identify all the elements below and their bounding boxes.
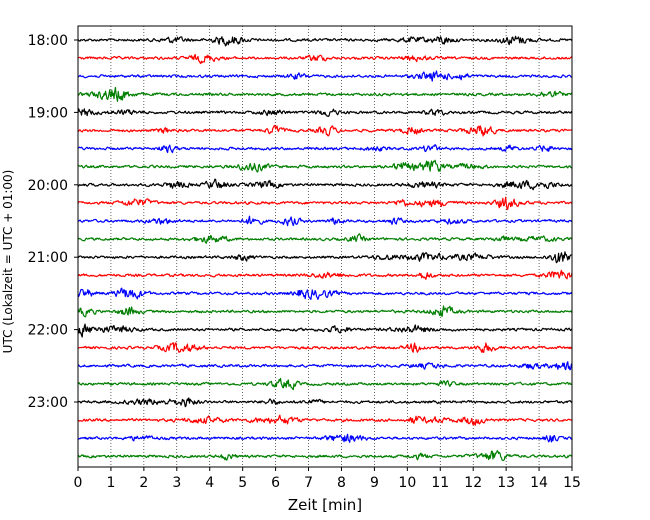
x-tick-label: 11 — [431, 475, 449, 491]
trace-line — [77, 108, 573, 117]
x-tick-label: 13 — [497, 475, 515, 491]
x-tick-label: 8 — [337, 475, 346, 491]
trace-line — [77, 215, 573, 227]
x-tick-label: 3 — [172, 475, 181, 491]
trace-line — [77, 287, 573, 300]
trace-line — [77, 251, 573, 264]
trace-line — [77, 323, 573, 338]
trace-line — [77, 450, 573, 462]
x-tick-label: 12 — [464, 475, 482, 491]
y-tick-label: 23:00 — [28, 395, 68, 411]
y-axis-label: UTC (Lokalzeit = UTC + 01:00) — [1, 170, 15, 354]
x-tick-label: 5 — [238, 475, 247, 491]
trace-line — [77, 124, 573, 137]
y-tick-label: 20:00 — [28, 178, 68, 194]
trace-line — [77, 233, 573, 244]
trace-line — [77, 178, 573, 191]
trace-line — [77, 53, 573, 65]
trace-line — [77, 196, 573, 211]
x-tick-label: 1 — [106, 475, 115, 491]
trace-line — [77, 35, 573, 47]
trace-line — [77, 70, 573, 82]
trace-line — [77, 377, 573, 391]
trace-line — [77, 305, 573, 318]
x-tick-label: 15 — [563, 475, 581, 491]
y-tick-label: 22:00 — [28, 323, 68, 339]
x-tick-label: 6 — [271, 475, 280, 491]
trace-line — [77, 397, 573, 408]
x-tick-label: 7 — [304, 475, 313, 491]
x-tick-label: 10 — [398, 475, 416, 491]
trace-line — [77, 342, 573, 353]
y-tick-label: 19:00 — [28, 105, 68, 121]
x-tick-label: 9 — [370, 475, 379, 491]
x-axis-label: Zeit [min] — [288, 496, 362, 514]
x-tick-label: 2 — [139, 475, 148, 491]
trace-group — [77, 35, 573, 462]
plot-frame — [77, 25, 573, 468]
x-tick-label: 4 — [205, 475, 214, 491]
y-axis-ticks: 18:00 19:00 20:00 21:00 22:00 23:00 — [28, 33, 78, 411]
trace-line — [77, 361, 573, 371]
trace-line — [77, 159, 573, 173]
x-axis-ticks: 0 1 2 3 4 5 6 7 8 9 10 11 12 13 14 15 — [74, 467, 581, 491]
trace-line — [77, 144, 573, 154]
trace-line — [77, 414, 573, 426]
trace-line — [77, 269, 573, 280]
y-tick-label: 21:00 — [28, 250, 68, 266]
y-tick-label: 18:00 — [28, 33, 68, 49]
trace-line — [77, 86, 573, 102]
x-tick-label: 0 — [74, 475, 83, 491]
x-tick-label: 14 — [530, 475, 548, 491]
trace-line — [77, 433, 573, 443]
